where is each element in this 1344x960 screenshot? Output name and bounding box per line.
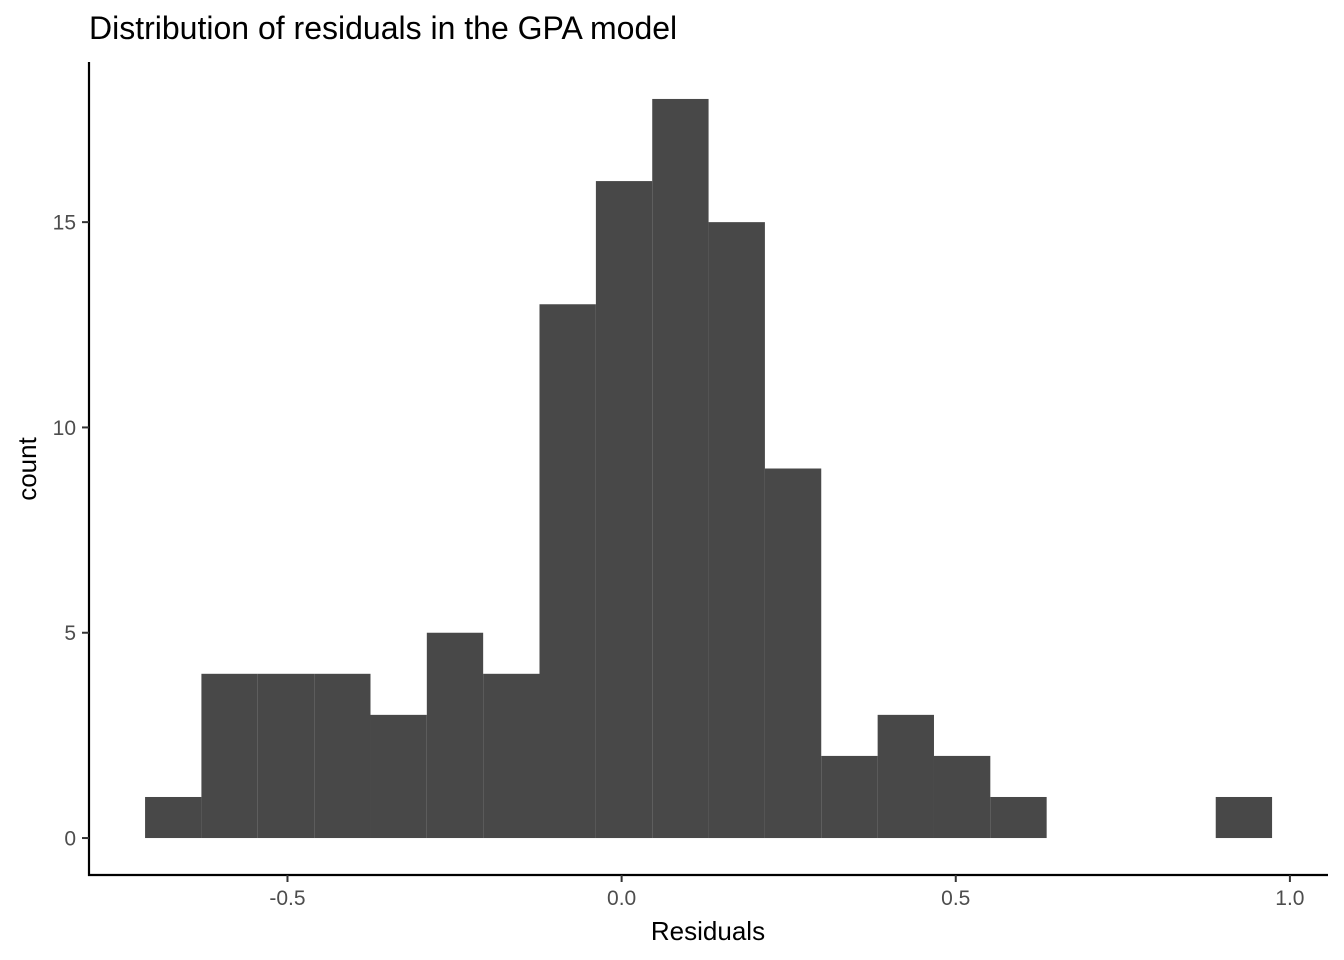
histogram-bar [708,222,765,839]
histogram-bar [201,673,258,839]
histogram-bar [370,714,427,839]
x-tick-label: 0.0 [607,887,636,910]
histogram-bar [933,755,991,839]
histogram-bar [426,632,484,839]
histogram-bar [539,304,596,839]
y-tick-label: 15 [53,212,76,235]
histogram-bar [877,714,934,839]
histogram-bar [257,673,315,839]
histogram-bar [483,673,540,839]
histogram-bar [1215,796,1273,839]
histogram-bar [652,98,709,839]
x-tick-label: -0.5 [269,887,305,910]
y-tick-label: 10 [53,417,76,440]
y-tick-label: 0 [64,828,76,851]
x-axis-ticks: -0.5 0.0 0.5 1.0 [269,875,1305,910]
histogram-bar [821,755,878,839]
histogram-bar [764,468,822,839]
x-axis-title: Residuals [651,916,765,946]
histogram-bar [145,796,202,839]
histogram-bars [145,98,1273,839]
histogram-bar [990,796,1047,839]
chart-title: Distribution of residuals in the GPA mod… [89,10,677,46]
histogram-bar [314,673,371,839]
histogram-bar [595,181,653,839]
x-tick-label: 1.0 [1275,887,1304,910]
y-axis-title: count [12,436,42,500]
y-axis-ticks: 0 5 10 15 [53,212,89,851]
y-tick-label: 5 [64,622,76,645]
x-tick-label: 0.5 [941,887,970,910]
